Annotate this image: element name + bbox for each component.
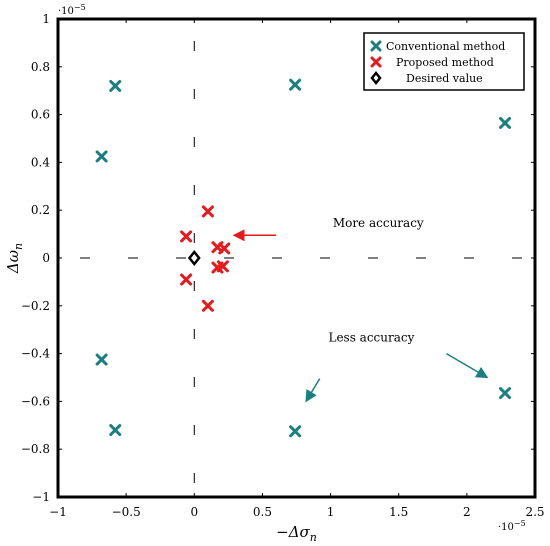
x-tick-label: 0 [190, 505, 198, 519]
data-point-x [95, 150, 108, 163]
data-point-x [289, 78, 302, 91]
y-tick-label: −1 [32, 490, 50, 504]
series-desired-value [187, 249, 201, 267]
data-point-x [180, 230, 193, 243]
x-tick-label: 2 [463, 505, 471, 519]
series-conventional-method [95, 78, 512, 438]
x-exponent-label: ·10−5 [498, 519, 526, 533]
data-point-x [95, 353, 108, 366]
legend-label: Proposed method [396, 56, 494, 69]
y-tick-label: 0.6 [31, 108, 50, 122]
y-tick-label: −0.8 [21, 442, 50, 456]
x-tick-label: 0.5 [253, 505, 272, 519]
y-exponent-label: ·10−5 [58, 3, 86, 17]
y-tick-label: −0.6 [21, 394, 50, 408]
legend: Conventional method Proposed method Desire… [363, 32, 525, 91]
annotation-arrow [305, 378, 321, 403]
legend-swatch-x [370, 56, 382, 68]
x-tick-label: 2.5 [525, 505, 544, 519]
data-point-x [499, 387, 512, 400]
plot-frame [56, 17, 537, 499]
annotations: More accuracy Less accuracy [232, 216, 489, 403]
legend-box [363, 32, 525, 91]
y-tick-label: 0.2 [31, 203, 50, 217]
x-axis-label: −Δσn [276, 523, 317, 544]
y-tick-label: −0.4 [21, 347, 51, 361]
data-point-x [109, 424, 122, 437]
y-tick-label: 1 [42, 12, 50, 26]
data-point-x [180, 273, 193, 286]
data-point-x [218, 242, 231, 255]
data-point-x [109, 79, 122, 92]
legend-swatch-diamond [370, 70, 382, 86]
zero-reference-lines [58, 19, 535, 497]
y-axis-label: Δωn [4, 243, 25, 274]
y-tick-label: 0 [42, 251, 50, 265]
data-point-x [201, 299, 214, 312]
legend-label: Conventional method [386, 40, 505, 53]
annotation-text: Less accuracy [328, 331, 414, 345]
x-tick-label: −0.5 [112, 505, 141, 519]
data-points [95, 78, 512, 438]
annotation-arrow [446, 352, 489, 379]
x-tick-label: 1.5 [389, 505, 408, 519]
x-tick-label: 1 [327, 505, 335, 519]
x-tick-label: −1 [49, 505, 67, 519]
y-tick-label: 0.4 [31, 155, 50, 169]
data-point-x [201, 205, 214, 218]
legend-swatch-x [370, 40, 382, 52]
y-tick-label: −0.2 [21, 299, 50, 313]
series-proposed-method [180, 205, 231, 312]
legend-label: Desired value [406, 72, 483, 85]
annotation-text: More accuracy [333, 216, 424, 230]
data-point-x [499, 116, 512, 129]
data-point-x [216, 260, 229, 273]
y-tick-label: 0.8 [31, 60, 50, 74]
data-point-diamond [187, 249, 201, 267]
data-point-x [289, 425, 302, 438]
